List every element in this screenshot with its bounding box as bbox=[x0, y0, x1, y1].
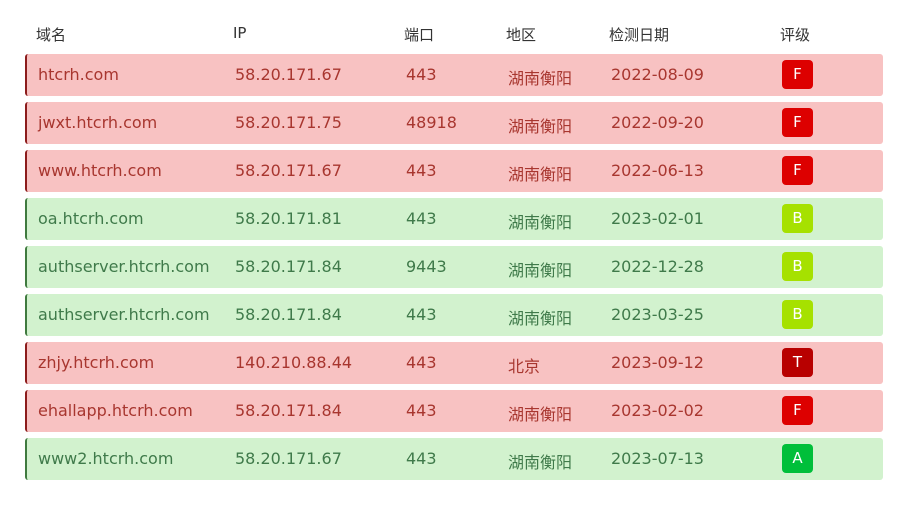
header-grade: 评级 bbox=[780, 26, 811, 44]
date-cell: 2022-06-13 bbox=[611, 161, 704, 180]
domain-cell[interactable]: authserver.htcrh.com bbox=[38, 305, 210, 324]
date-cell: 2023-07-13 bbox=[611, 449, 704, 468]
grade-badge[interactable]: F bbox=[782, 156, 813, 185]
domain-cell[interactable]: htcrh.com bbox=[38, 65, 119, 84]
date-cell: 2022-12-28 bbox=[611, 257, 704, 276]
domain-cell[interactable]: ehallapp.htcrh.com bbox=[38, 401, 193, 420]
table-row[interactable]: jwxt.htcrh.com 58.20.171.75 48918 湖南衡阳 2022-… bbox=[25, 102, 883, 144]
region-cell: 湖南衡阳 bbox=[508, 405, 573, 424]
header-port: 端口 bbox=[404, 26, 435, 44]
table-row[interactable]: ehallapp.htcrh.com 58.20.171.84 443 湖南衡阳 202… bbox=[25, 390, 883, 432]
domain-cell[interactable]: jwxt.htcrh.com bbox=[38, 113, 158, 132]
grade-badge[interactable]: F bbox=[782, 60, 813, 89]
table-row[interactable]: zhjy.htcrh.com 140.210.88.44 443 北京 2023-09-… bbox=[25, 342, 883, 384]
region-cell: 北京 bbox=[508, 357, 541, 376]
ip-cell: 58.20.171.84 bbox=[235, 257, 342, 276]
ip-cell: 140.210.88.44 bbox=[235, 353, 353, 372]
ssl-results-table: 域名 IP 端口 地区 检测日期 评级 htcrh.com 58.20.171.6… bbox=[25, 12, 883, 486]
grade-badge[interactable]: F bbox=[782, 108, 813, 137]
domain-cell[interactable]: authserver.htcrh.com bbox=[38, 257, 210, 276]
grade-badge[interactable]: B bbox=[782, 300, 813, 329]
port-cell: 443 bbox=[406, 353, 437, 372]
region-cell: 湖南衡阳 bbox=[508, 165, 573, 184]
date-cell: 2023-02-02 bbox=[611, 401, 704, 420]
region-cell: 湖南衡阳 bbox=[508, 213, 573, 232]
port-cell: 443 bbox=[406, 161, 437, 180]
port-cell: 443 bbox=[406, 401, 437, 420]
table-header: 域名 IP 端口 地区 检测日期 评级 bbox=[25, 12, 883, 54]
table-row[interactable]: www.htcrh.com 58.20.171.67 443 湖南衡阳 2022-06-… bbox=[25, 150, 883, 192]
table-row[interactable]: oa.htcrh.com 58.20.171.81 443 湖南衡阳 2023-02-0… bbox=[25, 198, 883, 240]
date-cell: 2022-08-09 bbox=[611, 65, 704, 84]
header-domain: 域名 bbox=[36, 26, 67, 44]
port-cell: 443 bbox=[406, 305, 437, 324]
ip-cell: 58.20.171.84 bbox=[235, 401, 342, 420]
header-ip: IP bbox=[233, 24, 247, 42]
date-cell: 2023-02-01 bbox=[611, 209, 704, 228]
table-row[interactable]: authserver.htcrh.com 58.20.171.84 9443 湖南衡阳… bbox=[25, 246, 883, 288]
grade-badge[interactable]: B bbox=[782, 204, 813, 233]
domain-cell[interactable]: www.htcrh.com bbox=[38, 161, 162, 180]
grade-badge[interactable]: A bbox=[782, 444, 813, 473]
region-cell: 湖南衡阳 bbox=[508, 453, 573, 472]
region-cell: 湖南衡阳 bbox=[508, 117, 573, 136]
domain-cell[interactable]: zhjy.htcrh.com bbox=[38, 353, 155, 372]
ip-cell: 58.20.171.67 bbox=[235, 449, 342, 468]
ip-cell: 58.20.171.67 bbox=[235, 161, 342, 180]
region-cell: 湖南衡阳 bbox=[508, 261, 573, 280]
port-cell: 443 bbox=[406, 209, 437, 228]
port-cell: 443 bbox=[406, 65, 437, 84]
date-cell: 2023-03-25 bbox=[611, 305, 704, 324]
domain-cell[interactable]: oa.htcrh.com bbox=[38, 209, 144, 228]
date-cell: 2022-09-20 bbox=[611, 113, 704, 132]
table-row[interactable]: www2.htcrh.com 58.20.171.67 443 湖南衡阳 2023-07… bbox=[25, 438, 883, 480]
grade-badge[interactable]: F bbox=[782, 396, 813, 425]
ip-cell: 58.20.171.84 bbox=[235, 305, 342, 324]
date-cell: 2023-09-12 bbox=[611, 353, 704, 372]
port-cell: 9443 bbox=[406, 257, 447, 276]
grade-badge[interactable]: B bbox=[782, 252, 813, 281]
table-row[interactable]: htcrh.com 58.20.171.67 443 湖南衡阳 2022-08-09 F bbox=[25, 54, 883, 96]
region-cell: 湖南衡阳 bbox=[508, 69, 573, 88]
ip-cell: 58.20.171.67 bbox=[235, 65, 342, 84]
port-cell: 443 bbox=[406, 449, 437, 468]
grade-badge[interactable]: T bbox=[782, 348, 813, 377]
port-cell: 48918 bbox=[406, 113, 457, 132]
domain-cell[interactable]: www2.htcrh.com bbox=[38, 449, 174, 468]
ip-cell: 58.20.171.75 bbox=[235, 113, 342, 132]
region-cell: 湖南衡阳 bbox=[508, 309, 573, 328]
header-region: 地区 bbox=[506, 26, 537, 44]
ip-cell: 58.20.171.81 bbox=[235, 209, 342, 228]
table-row[interactable]: authserver.htcrh.com 58.20.171.84 443 湖南衡阳 2… bbox=[25, 294, 883, 336]
header-date: 检测日期 bbox=[609, 26, 670, 44]
